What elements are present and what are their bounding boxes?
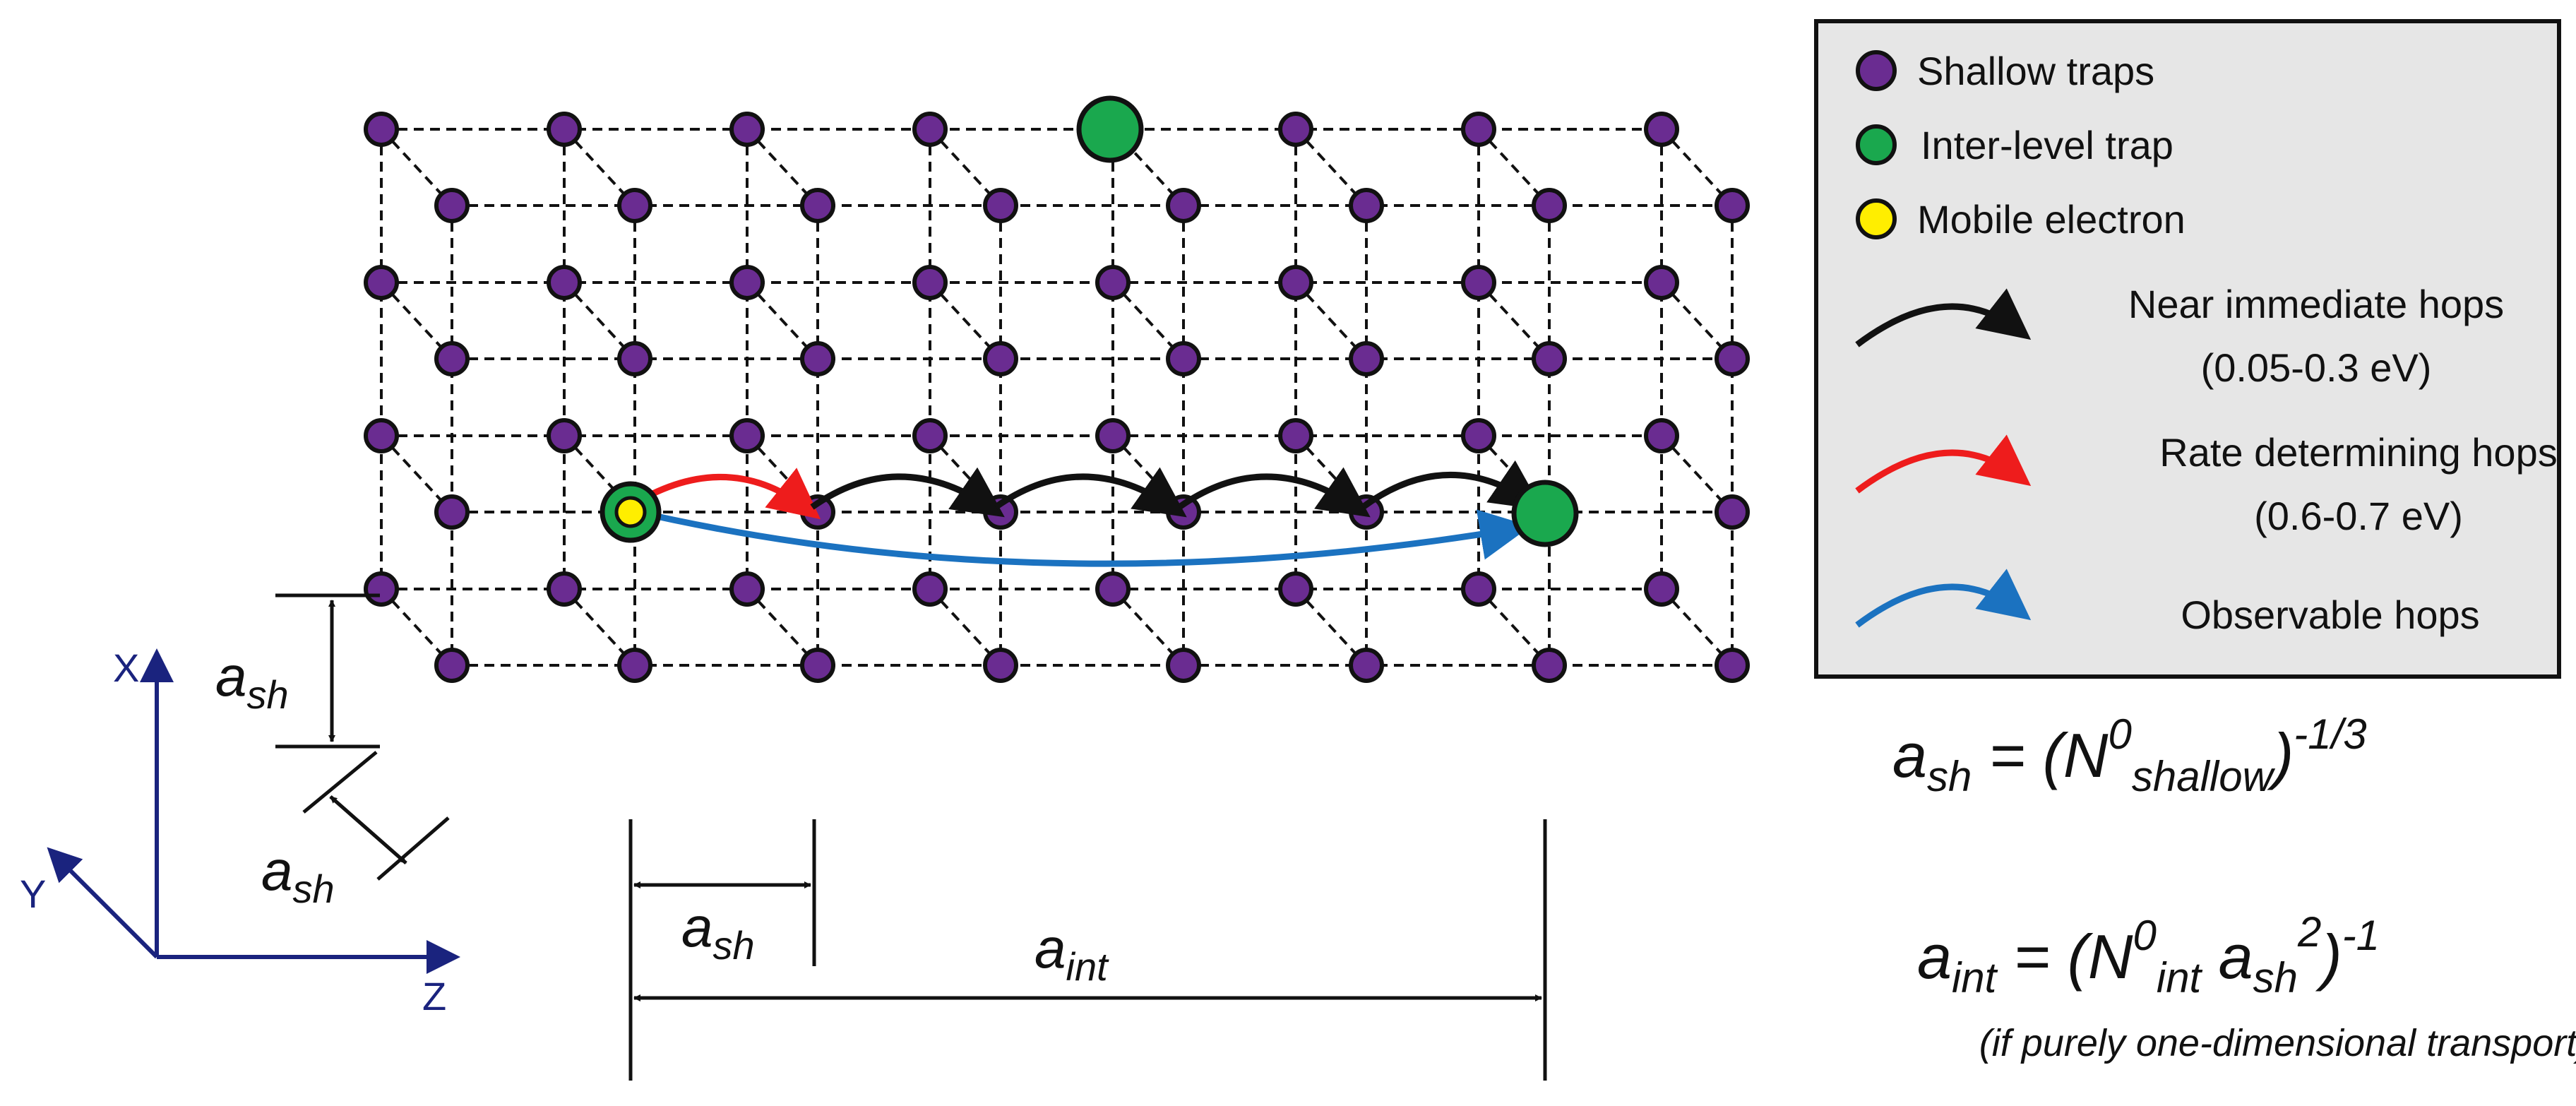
shallow-trap xyxy=(1278,418,1313,453)
y-axis-arrow xyxy=(47,847,159,959)
x-axis-label: X xyxy=(113,646,139,690)
shallow-trap xyxy=(1095,571,1131,607)
legend-shallow-trap-icon xyxy=(1856,50,1897,91)
near-hop-arrow-1 xyxy=(810,467,1005,518)
shallow-trap xyxy=(1095,265,1131,300)
shallow-trap xyxy=(364,571,399,607)
shallow-trap xyxy=(1461,112,1496,147)
shallow-trap xyxy=(912,418,948,453)
a-int-label: aint xyxy=(1034,917,1109,989)
shallow-trap xyxy=(1349,648,1384,683)
interlevel-trap-destination xyxy=(1511,480,1579,547)
near-hop-arrow-4 xyxy=(1361,460,1543,511)
legend-near-hop-arrow-icon xyxy=(1855,288,2032,347)
shallow-trap xyxy=(1095,418,1131,453)
shallow-trap xyxy=(1644,418,1679,453)
shallow-trap xyxy=(434,648,470,683)
hops xyxy=(626,460,1543,567)
shallow-trap xyxy=(983,341,1018,376)
legend-interlevel-trap-icon xyxy=(1856,124,1897,165)
shallow-trap xyxy=(1349,188,1384,223)
shallow-trap xyxy=(617,648,652,683)
shallow-trap xyxy=(364,418,399,453)
shallow-trap xyxy=(983,648,1018,683)
near-hop-arrow-2 xyxy=(994,467,1187,518)
shallow-trap xyxy=(729,571,765,607)
legend-mobile-electron-icon xyxy=(1856,198,1897,239)
lattice xyxy=(364,112,1750,683)
shallow-trap xyxy=(1166,188,1201,223)
a-sh-diagonal-label: ash xyxy=(261,839,335,911)
interlevel-trap-top xyxy=(1076,95,1144,163)
legend-mobile-label: Mobile electron xyxy=(1917,197,2186,242)
mobile-electron xyxy=(614,496,647,528)
legend-observable-label: Observable hops xyxy=(2181,593,2479,637)
observable-hop-arrow xyxy=(627,506,1531,567)
near-hop-arrow-3 xyxy=(1177,467,1371,518)
coordinate-axes xyxy=(47,648,460,974)
shallow-trap xyxy=(1278,112,1313,147)
legend-near-title: Near immediate hops xyxy=(2128,282,2504,326)
shallow-trap xyxy=(1715,188,1750,223)
shallow-trap xyxy=(1532,648,1567,683)
shallow-trap xyxy=(1715,494,1750,530)
shallow-trap xyxy=(1715,648,1750,683)
shallow-trap xyxy=(1461,418,1496,453)
shallow-trap xyxy=(434,341,470,376)
shallow-trap xyxy=(912,571,948,607)
shallow-trap xyxy=(1278,571,1313,607)
legend-observable-hop-arrow-icon xyxy=(1855,569,2032,628)
equation-note: (if purely one-dimensional transport) xyxy=(1979,1022,2576,1064)
shallow-trap xyxy=(912,112,948,147)
shallow-trap xyxy=(1644,571,1679,607)
legend-near-range: (0.05-0.3 eV) xyxy=(2201,345,2432,390)
shallow-trap xyxy=(364,265,399,300)
shallow-trap xyxy=(547,418,582,453)
legend-rate-range: (0.6-0.7 eV) xyxy=(2254,494,2463,538)
shallow-trap xyxy=(729,265,765,300)
equation-a-sh: ash = (N0shallow)-1/3 xyxy=(1892,710,2367,800)
shallow-trap xyxy=(1715,341,1750,376)
shallow-trap xyxy=(434,188,470,223)
y-axis-label: Y xyxy=(20,872,46,916)
legend-rate-hop-arrow-icon xyxy=(1855,434,2032,494)
legend: Shallow traps Inter-level trap Mobile el… xyxy=(1814,19,2561,679)
shallow-trap xyxy=(434,494,470,530)
shallow-trap xyxy=(800,648,835,683)
shallow-trap xyxy=(1532,341,1567,376)
shallow-trap xyxy=(547,112,582,147)
shallow-trap xyxy=(547,571,582,607)
shallow-trap xyxy=(1166,341,1201,376)
z-axis-label: Z xyxy=(422,974,446,1018)
shallow-trap xyxy=(1644,265,1679,300)
shallow-trap xyxy=(1166,648,1201,683)
shallow-trap xyxy=(729,418,765,453)
a-sh-horizontal-label: ash xyxy=(681,896,755,968)
shallow-trap xyxy=(364,112,399,147)
shallow-trap xyxy=(1532,188,1567,223)
shallow-trap xyxy=(547,265,582,300)
dimension-markers xyxy=(275,593,1547,1081)
legend-shallow-label: Shallow traps xyxy=(1917,49,2154,93)
equation-a-int: aint = (N0int ash2)-1 xyxy=(1917,908,2380,1001)
shallow-trap xyxy=(617,188,652,223)
special-traps xyxy=(600,95,1579,547)
shallow-trap xyxy=(912,265,948,300)
shallow-trap xyxy=(1461,571,1496,607)
legend-rate-title: Rate determining hops xyxy=(2159,430,2557,475)
shallow-trap xyxy=(983,188,1018,223)
shallow-trap xyxy=(1461,265,1496,300)
shallow-trap xyxy=(1349,341,1384,376)
shallow-trap xyxy=(729,112,765,147)
shallow-trap xyxy=(800,188,835,223)
legend-interlevel-label: Inter-level trap xyxy=(1921,123,2174,167)
shallow-trap xyxy=(800,341,835,376)
legend-background xyxy=(1814,19,2561,679)
shallow-trap xyxy=(617,341,652,376)
shallow-trap xyxy=(1644,112,1679,147)
shallow-trap xyxy=(1278,265,1313,300)
a-sh-vertical-label: ash xyxy=(215,645,289,717)
